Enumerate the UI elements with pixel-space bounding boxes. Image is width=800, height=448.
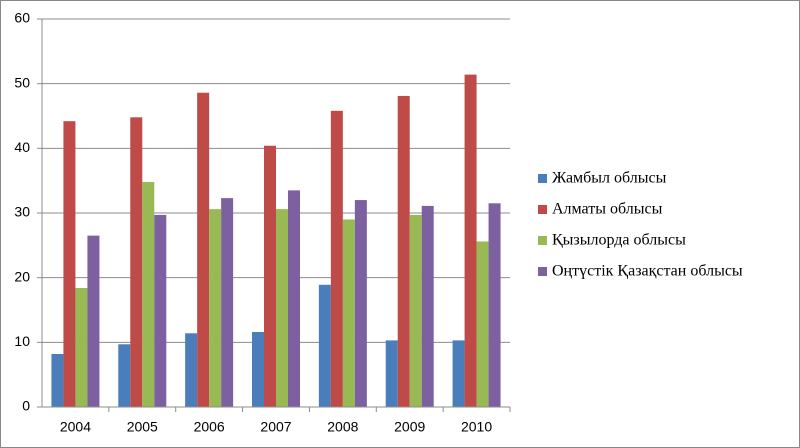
x-tick-label: 2007 [260,419,291,435]
bar [185,333,198,407]
legend-label: Жамбыл облысы [552,170,667,187]
bar [252,331,264,407]
bar [318,284,331,407]
bar [130,117,143,407]
x-tick-label: 2006 [194,419,225,435]
x-tick-label: 2010 [461,419,492,435]
legend-label: Алматы облысы [552,201,663,218]
legend-label: Оңтүстік Қазақстан облысы [552,263,743,280]
bar [288,190,300,407]
y-tick-label: 40 [14,139,30,155]
y-tick-label: 10 [14,333,30,349]
bar [221,198,234,407]
bar [476,241,489,407]
y-tick-label: 30 [14,204,30,220]
bar [197,92,210,407]
bar [330,110,343,408]
x-tick-label: 2008 [327,419,358,435]
bar [209,209,222,407]
y-tick-label: 20 [14,268,30,284]
bar [118,344,131,407]
bar [409,214,422,407]
bar [276,209,288,407]
bar [142,181,155,407]
bar [75,288,88,407]
bar [488,203,501,407]
legend-swatch [538,267,547,276]
bar [452,340,465,407]
bar [354,200,367,407]
bar [421,205,434,407]
bar [397,95,410,407]
bar [51,353,64,407]
bar [464,74,477,407]
bar [63,121,76,407]
bar [154,214,167,407]
legend-swatch [538,205,547,214]
legend-swatch [538,236,547,245]
x-tick-label: 2005 [127,419,158,435]
bar [264,145,276,407]
y-tick-label: 50 [14,74,30,90]
bar [342,219,355,407]
y-tick-label: 60 [14,10,30,26]
bar [385,340,398,407]
legend-swatch [538,174,547,183]
x-tick-label: 2004 [60,419,91,435]
legend-label: Қызылорда облысы [552,232,686,249]
x-tick-label: 2009 [394,419,425,435]
y-tick-label: 0 [22,398,30,414]
bar [87,235,100,407]
